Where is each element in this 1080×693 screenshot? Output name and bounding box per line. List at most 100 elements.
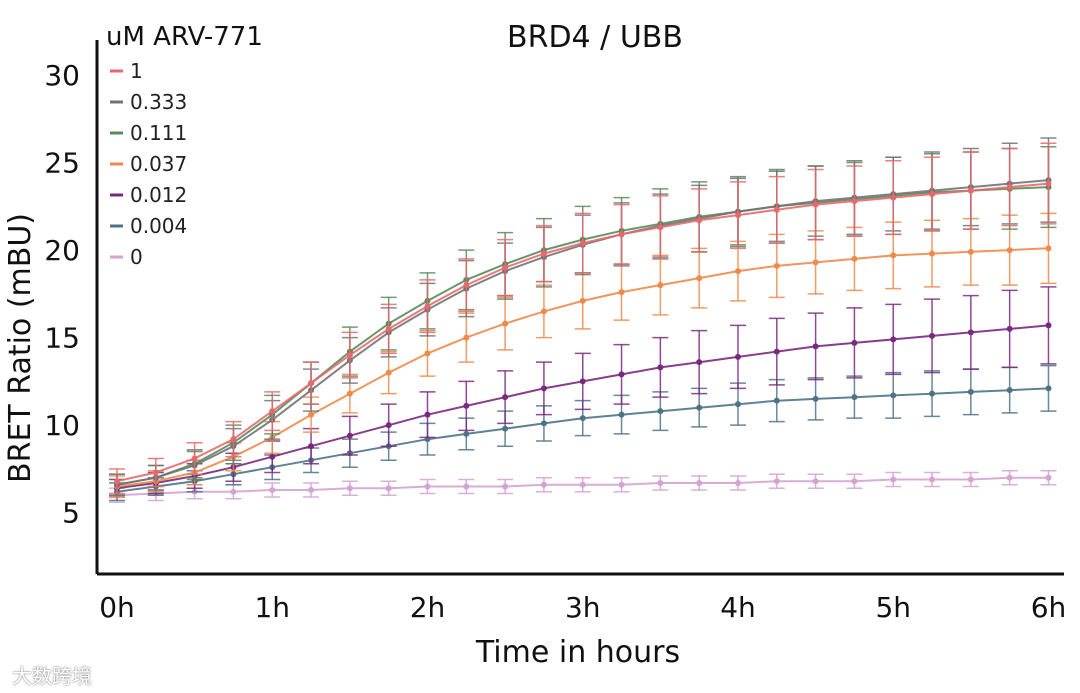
data-point	[540, 385, 547, 392]
data-point	[502, 483, 509, 490]
data-point	[657, 479, 664, 486]
data-point	[967, 329, 974, 336]
data-point	[385, 369, 392, 376]
data-point	[851, 198, 858, 205]
data-point	[1045, 322, 1052, 329]
data-point	[269, 408, 276, 415]
y-tick-labels: 5 10 15 20 25 30	[44, 59, 80, 530]
data-point	[657, 364, 664, 371]
data-point	[967, 476, 974, 483]
data-point	[618, 289, 625, 296]
data-point	[463, 282, 470, 289]
legend-label: 0.037	[130, 152, 187, 176]
data-point	[773, 262, 780, 269]
legend-label: 1	[130, 59, 143, 83]
data-point	[191, 455, 198, 462]
legend-label: 0.012	[130, 183, 187, 207]
data-point	[1006, 325, 1013, 332]
data-point	[579, 481, 586, 488]
x-tick-label: 5h	[875, 591, 911, 624]
data-point	[773, 348, 780, 355]
data-point	[696, 479, 703, 486]
data-point	[890, 194, 897, 201]
x-axis-title: Time in hours	[475, 635, 680, 670]
data-point	[618, 371, 625, 378]
data-point	[851, 339, 858, 346]
data-point	[540, 420, 547, 427]
y-tick-label: 5	[62, 497, 80, 530]
data-point	[269, 453, 276, 460]
data-point	[424, 411, 431, 418]
data-point	[696, 275, 703, 282]
series-1	[109, 142, 1057, 495]
chart-title: BRD4 / UBB	[507, 20, 683, 55]
data-point	[579, 415, 586, 422]
x-tick-label: 1h	[254, 591, 290, 624]
data-point	[657, 224, 664, 231]
data-point	[929, 332, 936, 339]
data-point	[734, 212, 741, 219]
series-layer	[109, 137, 1057, 503]
data-point	[967, 388, 974, 395]
data-point	[579, 297, 586, 304]
data-point	[696, 217, 703, 224]
y-tick-label: 10	[44, 409, 80, 442]
y-tick-label: 30	[44, 59, 80, 92]
data-point	[540, 481, 547, 488]
data-point	[618, 411, 625, 418]
data-point	[579, 378, 586, 385]
data-point	[657, 408, 664, 415]
data-point	[502, 425, 509, 432]
data-point	[618, 231, 625, 238]
data-point	[346, 485, 353, 492]
legend-label: 0.111	[130, 121, 187, 145]
data-point	[812, 395, 819, 402]
data-point	[502, 394, 509, 401]
x-tick-label: 4h	[720, 591, 756, 624]
data-point	[1006, 474, 1013, 481]
data-point	[463, 430, 470, 437]
y-tick-label: 20	[44, 234, 80, 267]
data-point	[851, 255, 858, 262]
data-point	[967, 187, 974, 194]
data-point	[812, 343, 819, 350]
data-point	[734, 479, 741, 486]
data-point	[152, 469, 159, 476]
data-point	[424, 483, 431, 490]
data-point	[929, 476, 936, 483]
data-point	[773, 206, 780, 213]
data-point	[540, 308, 547, 315]
data-point	[114, 478, 120, 485]
x-tick-label: 3h	[565, 591, 601, 624]
data-point	[851, 394, 858, 401]
x-tick-label: 0h	[99, 591, 135, 624]
legend: 1 0.333 0.111 0.037 0.012 0.004 0	[110, 59, 187, 269]
data-point	[890, 476, 897, 483]
legend-label: 0.333	[130, 90, 187, 114]
data-point	[346, 432, 353, 439]
data-point	[308, 443, 315, 450]
x-tick-label: 2h	[410, 591, 446, 624]
data-point	[812, 478, 819, 485]
data-point	[696, 359, 703, 366]
data-point	[890, 336, 897, 343]
data-point	[1045, 474, 1052, 481]
data-point	[1006, 387, 1013, 394]
x-tick-label: 6h	[1031, 591, 1067, 624]
data-point	[424, 303, 431, 310]
data-point	[929, 250, 936, 257]
data-point	[385, 422, 392, 429]
data-point	[230, 436, 237, 443]
data-point	[463, 402, 470, 409]
data-point	[1045, 385, 1052, 392]
data-point	[734, 353, 741, 360]
y-axis-title: BRET Ratio (mBU)	[3, 213, 38, 483]
series-0	[109, 469, 1057, 503]
data-point	[463, 334, 470, 341]
data-point	[1045, 180, 1052, 187]
data-point	[967, 248, 974, 255]
data-point	[929, 191, 936, 198]
data-point	[890, 392, 897, 399]
data-point	[734, 401, 741, 408]
